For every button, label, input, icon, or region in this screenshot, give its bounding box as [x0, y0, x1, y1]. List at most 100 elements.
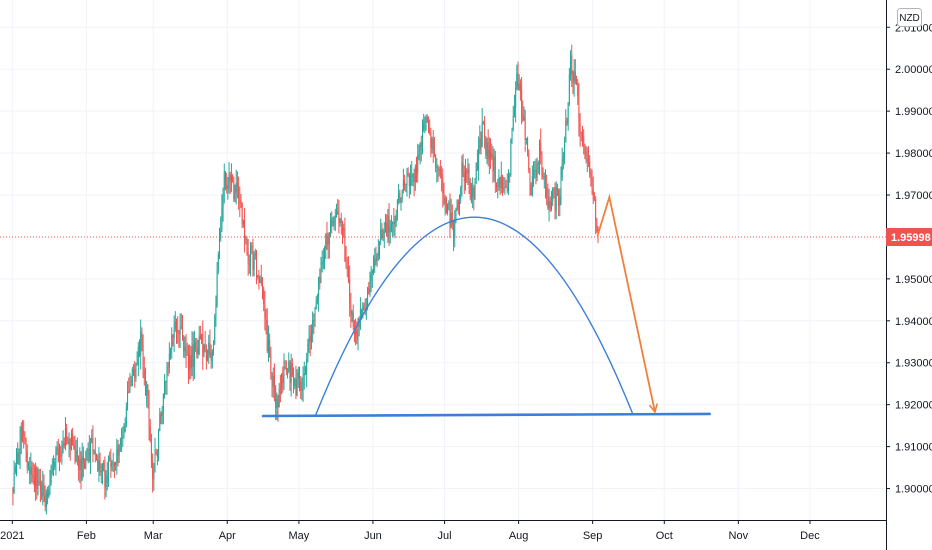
candle-body — [150, 440, 152, 461]
candle-body — [195, 342, 197, 349]
rounding-top-curve[interactable] — [314, 216, 634, 416]
candle-body — [518, 83, 520, 90]
candle-body — [279, 388, 281, 390]
candle-body — [589, 160, 591, 174]
projection-arrow[interactable] — [596, 193, 654, 411]
candle-body — [296, 378, 298, 396]
price-tick-label: 1.98000 — [895, 148, 932, 160]
candle-body — [277, 398, 279, 408]
candle-body — [464, 170, 466, 182]
candle-body — [307, 344, 309, 359]
candle-body — [500, 175, 502, 188]
candle-body — [461, 162, 463, 188]
candle-body — [291, 363, 293, 377]
last-price-value: 1.95998 — [891, 232, 931, 244]
time-tick-label: Mar — [144, 530, 163, 542]
candle-body — [315, 300, 317, 309]
candle-body — [138, 347, 140, 356]
candle-body — [559, 196, 561, 206]
candle-body — [467, 168, 469, 174]
candle-body — [35, 467, 37, 487]
candle-body — [143, 370, 145, 379]
candle-body — [536, 164, 538, 178]
candle-body — [91, 437, 93, 443]
candle-body — [275, 387, 277, 408]
candle-body — [172, 334, 174, 338]
candle-body — [19, 440, 21, 458]
candle-body — [185, 346, 187, 355]
candle-body — [203, 344, 205, 356]
candle-body — [216, 270, 218, 306]
candle-body — [300, 381, 302, 391]
candle-body — [155, 452, 157, 454]
candle-body — [527, 138, 529, 153]
candle-body — [501, 175, 503, 189]
candle-body — [356, 329, 358, 340]
candle-body — [295, 379, 297, 396]
candle-body — [592, 189, 594, 199]
candle-body — [115, 462, 117, 465]
candle-body — [180, 326, 182, 328]
candle-body — [351, 312, 353, 315]
candle-body — [562, 157, 564, 160]
candle-body — [204, 344, 206, 351]
candle-body — [146, 385, 148, 396]
candle-body — [420, 142, 422, 148]
support-line[interactable] — [261, 412, 711, 418]
candle-body — [110, 458, 112, 467]
candle-body — [548, 201, 550, 208]
candle-body — [576, 81, 578, 85]
candle-body — [179, 327, 181, 335]
candle-body — [325, 234, 327, 250]
candle-body — [543, 176, 545, 178]
candle-body — [322, 260, 324, 263]
price-axis[interactable]: 2.010002.000001.990001.980001.970001.950… — [886, 22, 932, 496]
candle-body — [244, 220, 246, 239]
candle-body — [288, 361, 290, 372]
candle-body — [238, 187, 240, 200]
candle-body — [14, 466, 16, 472]
time-axis[interactable]: 2021 Feb Mar Apr May Jun Jul Aug Sep Oct Nov Dec — [0, 520, 820, 542]
candle-body — [565, 120, 567, 143]
candle-body — [431, 139, 433, 149]
candle-body — [380, 229, 382, 242]
candle-body — [148, 395, 150, 427]
candle-body — [591, 175, 593, 190]
candle-body — [497, 185, 499, 187]
candle-body — [253, 255, 255, 270]
candle-body — [25, 439, 27, 452]
candle-body — [70, 433, 72, 450]
candle-body — [388, 215, 390, 233]
candle-body — [156, 453, 158, 458]
candle-body — [593, 198, 595, 200]
time-tick-label: Feb — [77, 530, 96, 542]
candle-body — [226, 184, 228, 189]
candle-body — [396, 199, 398, 215]
candle-body — [162, 394, 164, 411]
candle-body — [423, 123, 425, 130]
candle-body — [412, 173, 414, 176]
candle-body — [285, 368, 287, 372]
candle-body — [439, 168, 441, 175]
candle-body — [433, 150, 435, 155]
candle-body — [479, 139, 481, 150]
candle-body — [437, 167, 439, 171]
candle-body — [493, 156, 495, 172]
candle-body — [281, 374, 283, 390]
candle-body — [29, 467, 31, 475]
candle-body — [328, 232, 330, 245]
candle-body — [435, 154, 437, 169]
candle-body — [208, 342, 210, 356]
candle-body — [451, 212, 453, 225]
candle-body — [80, 459, 82, 479]
candle-body — [252, 247, 254, 270]
candle-body — [313, 319, 315, 321]
candle-body — [374, 258, 376, 268]
candle-body — [26, 451, 28, 469]
candle-body — [125, 407, 127, 426]
candle-body — [473, 187, 475, 200]
candle-body — [137, 347, 139, 365]
candle-body — [475, 162, 477, 180]
candle-body — [135, 365, 137, 379]
